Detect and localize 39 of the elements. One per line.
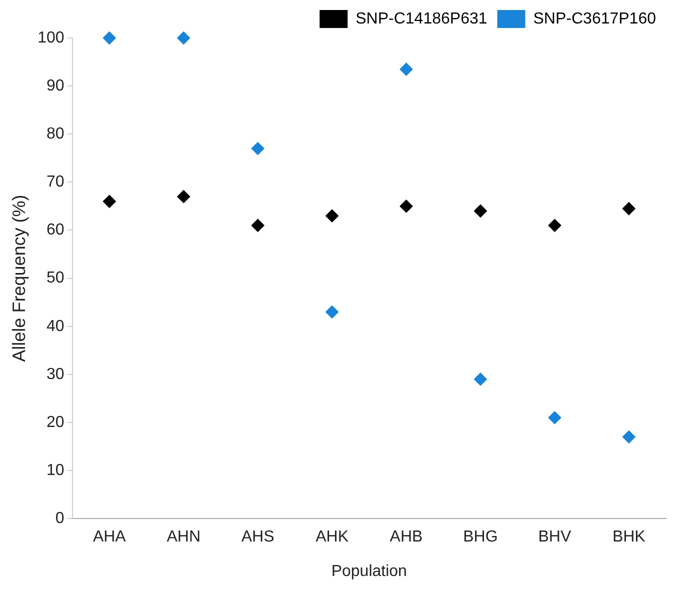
y-axis-title: Allele Frequency (%) — [8, 194, 29, 362]
legend-label: SNP-C3617P160 — [533, 10, 656, 28]
y-tick-label: 0 — [55, 510, 64, 528]
point — [177, 32, 190, 44]
point — [177, 190, 190, 204]
point — [326, 209, 339, 222]
x-tick-label: AHA — [92, 528, 126, 546]
y-tick-label: 50 — [46, 270, 64, 287]
y-tick-label: 70 — [46, 174, 64, 191]
x-tick-label: AHB — [390, 528, 423, 546]
y-tick-label: 60 — [46, 222, 64, 239]
x-tick-label: BHK — [612, 528, 646, 546]
y-tick-label: 100 — [38, 29, 64, 46]
point — [251, 218, 264, 232]
point — [251, 142, 264, 156]
x-tick-label: AHK — [316, 528, 349, 546]
point — [102, 32, 116, 44]
y-tick-label: 90 — [46, 77, 64, 94]
y-tick-label: 40 — [46, 318, 64, 335]
legend-label: SNP-C14186P631 — [356, 10, 488, 28]
point — [548, 411, 562, 424]
point — [102, 194, 116, 208]
y-tick-label: 20 — [46, 414, 64, 431]
point — [622, 202, 636, 216]
x-tick-label: AHS — [241, 528, 274, 546]
y-tick-label: 10 — [46, 462, 64, 479]
x-tick-label: AHN — [166, 528, 201, 546]
point — [548, 218, 562, 232]
x-axis-title: Population — [331, 562, 407, 580]
point — [400, 62, 413, 76]
point — [622, 430, 636, 444]
point — [326, 305, 339, 318]
y-tick-label: 30 — [46, 366, 64, 383]
y-tick-label: 80 — [46, 126, 64, 143]
x-tick-label: BHV — [538, 528, 572, 546]
point — [474, 204, 487, 218]
point — [474, 372, 487, 386]
point — [400, 200, 413, 213]
x-tick-label: BHG — [463, 528, 498, 546]
